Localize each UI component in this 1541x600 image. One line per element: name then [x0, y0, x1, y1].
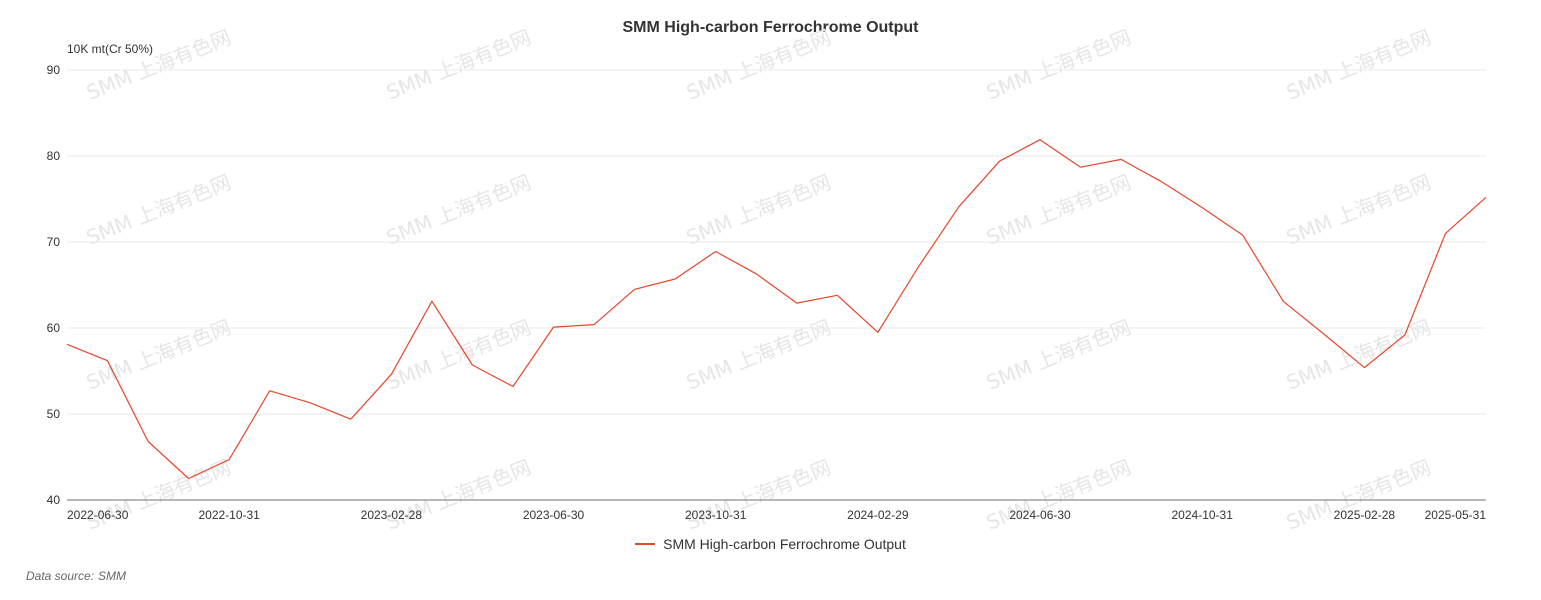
watermark-text: SMM 上海有色网: [983, 170, 1134, 250]
watermark-text: SMM 上海有色网: [983, 25, 1134, 105]
series-line[interactable]: [66, 139, 1487, 480]
watermark-text: SMM 上海有色网: [1283, 455, 1434, 535]
legend[interactable]: SMM High-carbon Ferrochrome Output: [0, 536, 1541, 552]
legend-label[interactable]: SMM High-carbon Ferrochrome Output: [663, 536, 906, 552]
x-tick-label: 2024-06-30: [1009, 508, 1071, 522]
x-axis: 2022-06-30 2022-10-31 2023-02-28 2023-06-30…: [67, 499, 1487, 522]
watermark-text: SMM 上海有色网: [983, 455, 1134, 535]
y-tick-label: 80: [47, 149, 61, 163]
x-tick-label: 2023-10-31: [685, 508, 747, 522]
watermark-text: SMM 上海有色网: [683, 455, 834, 535]
watermark-layer: SMM 上海有色网 SMM 上海有色网 SMM 上海有色网 SMM 上海有色网 SMM …: [83, 25, 1434, 535]
y-tick-label: 70: [47, 235, 61, 249]
x-tick-label: 2022-06-30: [67, 508, 129, 522]
watermark-text: SMM 上海有色网: [83, 455, 234, 535]
watermark-text: SMM 上海有色网: [383, 170, 534, 250]
y-axis-ticks: 40 50 60 70 80 90: [47, 63, 61, 507]
grid-lines: [67, 69, 1486, 415]
x-tick-label: 2024-02-29: [847, 508, 909, 522]
watermark-text: SMM 上海有色网: [683, 25, 834, 105]
y-tick-label: 60: [47, 321, 61, 335]
y-tick-label: 90: [47, 63, 61, 77]
y-tick-label: 40: [47, 493, 61, 507]
y-tick-label: 50: [47, 407, 61, 421]
data-source-value: SMM: [98, 569, 127, 583]
watermark-text: SMM 上海有色网: [383, 455, 534, 535]
watermark-text: SMM 上海有色网: [683, 315, 834, 395]
x-tick-label: 2025-05-31: [1425, 508, 1487, 522]
watermark-text: SMM 上海有色网: [383, 315, 534, 395]
data-source-note: Data source: SMM: [26, 569, 126, 583]
x-tick-label: 2023-06-30: [523, 508, 585, 522]
legend-swatch: [635, 543, 656, 545]
chart-title: SMM High-carbon Ferrochrome Output: [622, 19, 919, 36]
watermark-text: SMM 上海有色网: [1283, 170, 1434, 250]
watermark-text: SMM 上海有色网: [383, 25, 534, 105]
x-tick-label: 2022-10-31: [198, 508, 260, 522]
watermark-text: SMM 上海有色网: [1283, 25, 1434, 105]
x-tick-label: 2024-10-31: [1172, 508, 1234, 522]
watermark-text: SMM 上海有色网: [83, 25, 234, 105]
watermark-text: SMM 上海有色网: [1283, 315, 1434, 395]
data-source-label: Data source:: [26, 569, 95, 583]
watermark-text: SMM 上海有色网: [83, 170, 234, 250]
series-layer: [66, 139, 1487, 480]
watermark-text: SMM 上海有色网: [683, 170, 834, 250]
x-tick-label: 2023-02-28: [361, 508, 423, 522]
watermark-text: SMM 上海有色网: [83, 315, 234, 395]
x-tick-label: 2025-02-28: [1334, 508, 1396, 522]
y-axis-unit-label: 10K mt(Cr 50%): [67, 42, 154, 56]
watermark-text: SMM 上海有色网: [983, 315, 1134, 395]
